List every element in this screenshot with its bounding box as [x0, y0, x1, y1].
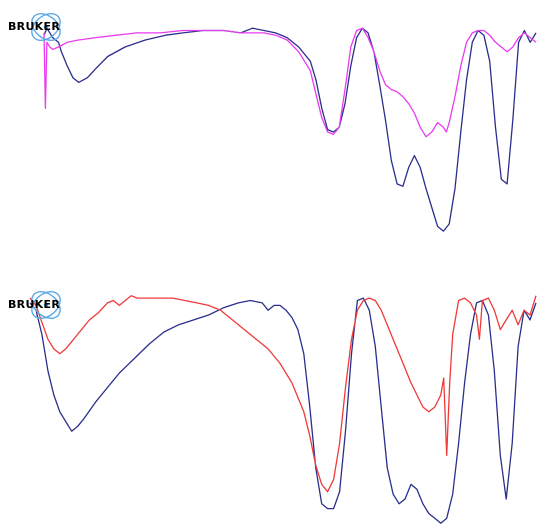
spectrum-line-1 — [43, 27, 537, 232]
atom-icon — [31, 13, 61, 41]
bruker-logo-top: BRUKER — [6, 10, 76, 44]
spectrum-plot-top — [43, 27, 537, 232]
spectrum-panel-bottom: BRUKER — [0, 276, 539, 531]
logo-text: BRUKER — [8, 20, 61, 33]
atom-icon — [31, 291, 61, 319]
spectrum-panel-top: BRUKER — [0, 0, 539, 260]
spectrum-plot-bottom — [29, 295, 537, 524]
spectrum-line-2 — [29, 295, 537, 493]
logo-text: BRUKER — [8, 298, 61, 311]
spectrum-line-2 — [43, 27, 537, 138]
spectrum-line-1 — [29, 297, 537, 524]
bruker-logo-bottom: BRUKER — [6, 288, 76, 322]
